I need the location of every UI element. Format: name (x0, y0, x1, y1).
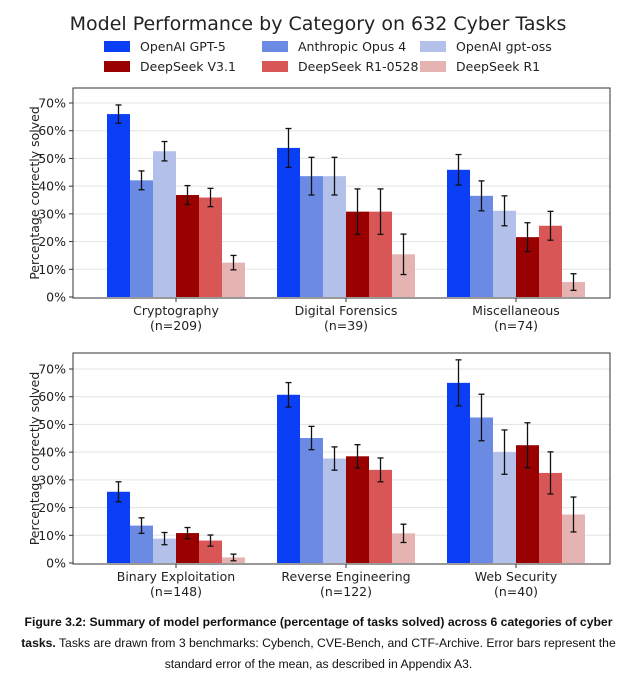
bar (447, 169, 470, 297)
x-tick-label: Reverse Engineering (281, 569, 410, 584)
y-axis-label: Percentage correctly solved (27, 372, 42, 546)
bar (470, 195, 493, 297)
legend-swatch (420, 61, 446, 72)
x-tick-sublabel: (n=39) (324, 318, 368, 333)
bar (470, 417, 493, 563)
bar (107, 114, 130, 297)
x-tick-label: Binary Exploitation (117, 569, 235, 584)
y-tick-label: 20% (38, 500, 66, 515)
legend-swatch (262, 61, 288, 72)
figure-caption: Figure 3.2: Summary of model performance… (20, 612, 617, 675)
legend-swatch (104, 61, 130, 72)
x-tick-sublabel: (n=209) (150, 318, 202, 333)
x-tick-sublabel: (n=40) (494, 584, 538, 599)
y-tick-label: 10% (38, 528, 66, 543)
bar (346, 211, 369, 297)
bar (300, 438, 323, 563)
bar (130, 525, 153, 563)
bar (562, 514, 585, 563)
bar (130, 180, 153, 297)
bar (300, 176, 323, 297)
bar-chart: Model Performance by Category on 632 Cyb… (27, 13, 611, 599)
bar (392, 254, 415, 297)
x-tick-label: Web Security (475, 569, 558, 584)
y-tick-label: 30% (38, 206, 66, 221)
y-tick-label: 40% (38, 179, 66, 194)
y-tick-label: 50% (38, 151, 66, 166)
bar (199, 197, 222, 297)
y-tick-label: 70% (38, 362, 66, 377)
legend-label: DeepSeek R1 (456, 59, 540, 74)
x-tick-sublabel: (n=148) (150, 584, 202, 599)
bar (323, 458, 346, 563)
legend-label: OpenAI gpt-oss (456, 39, 552, 54)
legend-swatch (420, 41, 446, 52)
x-tick-label: Cryptography (133, 303, 219, 318)
x-tick-sublabel: (n=122) (320, 584, 372, 599)
legend-swatch (262, 41, 288, 52)
y-tick-label: 30% (38, 472, 66, 487)
y-tick-label: 60% (38, 389, 66, 404)
bar (176, 533, 199, 563)
caption-text: Tasks are drawn from 3 benchmarks: Cyben… (55, 636, 616, 671)
bar (516, 445, 539, 563)
y-tick-label: 60% (38, 123, 66, 138)
legend-label: DeepSeek V3.1 (140, 59, 236, 74)
bar (447, 382, 470, 563)
bar (277, 394, 300, 563)
y-tick-label: 70% (38, 96, 66, 111)
y-tick-label: 10% (38, 262, 66, 277)
bar (369, 211, 392, 297)
chart-title: Model Performance by Category on 632 Cyb… (70, 13, 567, 35)
bar (176, 195, 199, 297)
legend-label: DeepSeek R1-0528 (298, 59, 418, 74)
bar (346, 456, 369, 563)
y-tick-label: 20% (38, 234, 66, 249)
y-tick-label: 40% (38, 445, 66, 460)
x-tick-label: Digital Forensics (295, 303, 398, 318)
bar (369, 469, 392, 563)
axes-frame (72, 352, 611, 565)
bar (199, 540, 222, 563)
bar (493, 452, 516, 563)
y-tick-label: 50% (38, 417, 66, 432)
bar (493, 210, 516, 297)
bar (516, 237, 539, 297)
bar (277, 147, 300, 297)
bar (539, 472, 562, 563)
y-axis-label: Percentage correctly solved (27, 106, 42, 280)
bar (153, 151, 176, 297)
legend-label: OpenAI GPT-5 (140, 39, 226, 54)
bar (392, 533, 415, 563)
caption-bold: Figure 3.2: Summary of model performance… (21, 615, 613, 650)
bar (222, 262, 245, 297)
bar (107, 491, 130, 563)
bar (153, 538, 176, 563)
y-tick-label: 0% (46, 556, 66, 571)
y-tick-label: 0% (46, 290, 66, 305)
legend-swatch (104, 41, 130, 52)
x-tick-sublabel: (n=74) (494, 318, 538, 333)
bar (323, 176, 346, 297)
legend-label: Anthropic Opus 4 (298, 39, 406, 54)
x-tick-label: Miscellaneous (472, 303, 560, 318)
bar (539, 225, 562, 297)
axes-frame (72, 87, 611, 299)
